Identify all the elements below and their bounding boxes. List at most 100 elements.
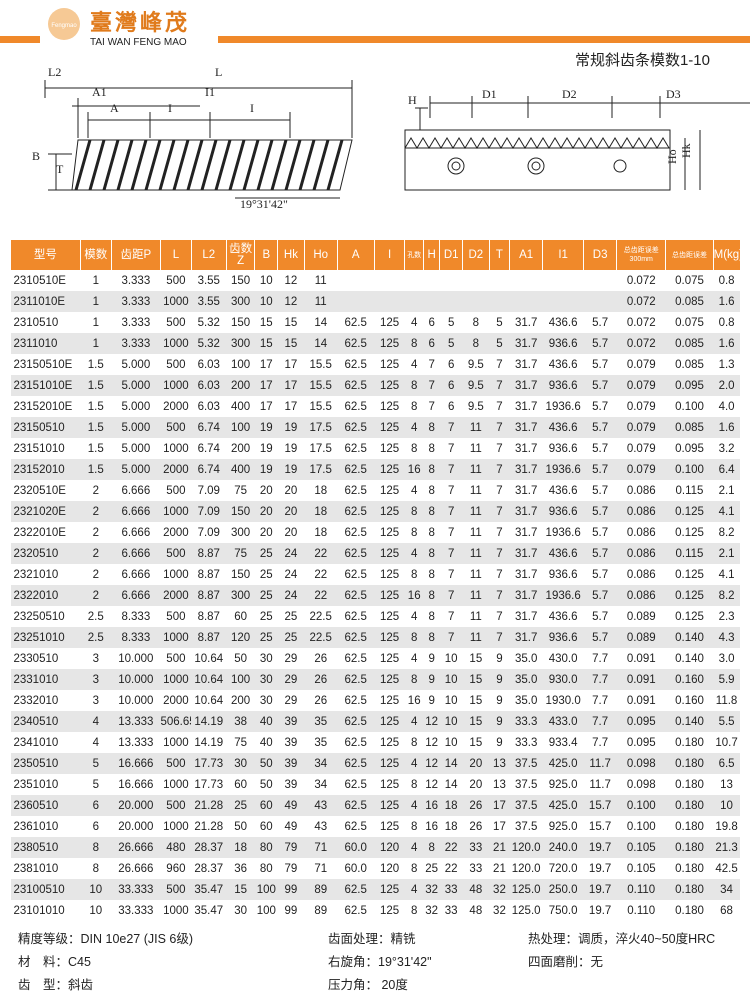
column-header: M(kg)	[712, 240, 743, 270]
table-cell: 936.6	[542, 375, 584, 396]
table-cell: 120.0	[511, 862, 541, 875]
table-cell: 62.5	[344, 610, 367, 623]
table-cell: 0.115	[665, 543, 714, 564]
table-cell: 8	[423, 417, 440, 438]
table-cell: 71	[304, 837, 338, 858]
table-cell: 0.089	[626, 610, 656, 623]
table-cell: 22	[304, 543, 338, 564]
table-cell: 6.666	[121, 484, 151, 497]
table-cell: 8.2	[713, 585, 740, 606]
header-bar	[0, 36, 40, 43]
table-cell: 31.7	[514, 484, 538, 497]
table-cell: 0.086	[616, 501, 666, 522]
table-cell: 2.0	[713, 375, 740, 396]
table-cell: 25	[254, 627, 278, 648]
table-cell: 7	[439, 459, 463, 480]
empty-cell	[510, 270, 543, 291]
table-cell: 23101010	[13, 904, 65, 917]
table-cell: 0.180	[665, 879, 714, 900]
column-header: A	[336, 240, 375, 270]
table-cell: 15.5	[309, 358, 332, 371]
table-cell: 40	[259, 736, 273, 749]
table-cell: 99	[284, 904, 298, 917]
table-cell: 2350510	[10, 753, 81, 774]
table-cell: 0.079	[616, 375, 666, 396]
table-cell: 150	[231, 568, 251, 581]
table-cell: 9	[489, 669, 510, 690]
table-cell: 62.5	[344, 442, 367, 455]
table-cell: 425.0	[542, 795, 584, 816]
table-cell: 42.5	[715, 862, 738, 875]
table-cell: 2000	[163, 694, 189, 707]
table-cell: 3.333	[111, 333, 161, 354]
table-cell: 4.3	[713, 627, 740, 648]
table-cell: 1	[80, 333, 112, 354]
empty-cell	[423, 270, 439, 291]
table-cell: 17	[254, 375, 278, 396]
table-cell: 11.7	[583, 753, 617, 774]
table-cell: 60	[234, 778, 247, 791]
table-cell: 14	[444, 778, 458, 791]
column-header: 孔数	[404, 240, 424, 270]
table-cell: 0.100	[626, 820, 656, 833]
table-cell: 25	[254, 585, 278, 606]
table-cell: 20	[284, 526, 298, 539]
table-cell: 11	[304, 291, 338, 312]
table-cell: 1000	[160, 627, 192, 648]
table-cell: 500	[166, 652, 186, 665]
table-cell: 5.32	[197, 316, 220, 329]
table-cell: 125	[379, 484, 400, 497]
table-row: 23250510 2.5 8.333 500 8.87 60 25 25 22.5 62.5 125…	[11, 606, 741, 627]
table-cell: 2.1	[718, 484, 735, 497]
table-cell: 125	[374, 627, 405, 648]
table-cell: 125	[374, 501, 405, 522]
table-cell: 48	[462, 879, 490, 900]
column-header: D3	[583, 240, 617, 270]
table-cell: 18	[439, 795, 463, 816]
table-cell: 0.086	[626, 526, 656, 539]
table-cell: 18	[314, 526, 328, 539]
table-cell: 1	[92, 316, 99, 329]
table-cell: 39	[277, 753, 305, 774]
table-cell: 500	[166, 274, 186, 287]
column-header: 型号	[10, 240, 81, 270]
table-cell: 10	[89, 904, 103, 917]
table-cell: 0.072	[616, 291, 666, 312]
column-header: 模数	[79, 240, 112, 270]
table-cell: 22	[444, 862, 458, 875]
table-cell: 2	[80, 543, 112, 564]
table-cell: 62.5	[337, 585, 375, 606]
table-cell: 34	[304, 753, 338, 774]
table-cell: 11	[462, 543, 490, 564]
table-cell: 2	[80, 501, 112, 522]
table-cell: 12	[425, 778, 439, 791]
table-cell: 26.666	[111, 837, 161, 858]
table-cell: 26	[462, 795, 490, 816]
table-cell: 125	[379, 652, 400, 665]
table-cell: 0.095	[626, 736, 656, 749]
table-cell: 22	[304, 585, 338, 606]
table-cell: 1.5	[80, 417, 112, 438]
table-cell: 11	[462, 501, 490, 522]
table-cell: 8	[410, 526, 418, 539]
table-cell: 7	[496, 358, 503, 371]
table-cell: 39	[284, 778, 298, 791]
table-cell: 13	[720, 778, 733, 791]
table-cell: 50	[254, 753, 278, 774]
table-cell: 0.079	[616, 417, 666, 438]
table-row: 23100510 10 33.333 500 35.47 15 100 99 89 62.5 125…	[10, 879, 740, 900]
table-cell: 6.03	[191, 375, 227, 396]
drawing-label: Ho	[665, 149, 679, 164]
table-cell: 62.5	[337, 627, 375, 648]
table-cell: 7.09	[197, 484, 220, 497]
table-row: 2330510 3 10.000 500 10.64 50 30 29 26 62.5 125 4 9 1…	[11, 648, 741, 669]
table-cell: 35.47	[191, 879, 227, 900]
table-cell: 3.55	[191, 291, 227, 312]
table-cell: 0.160	[675, 694, 704, 707]
drawing-label: L	[215, 65, 222, 79]
column-header: A1	[509, 240, 543, 270]
table-cell: 1000	[160, 375, 192, 396]
table-cell: 7	[496, 610, 503, 623]
logo: Fengmao 臺灣峰茂 TAI WAN FENG MAO	[44, 4, 214, 48]
table-cell: 120	[374, 837, 405, 858]
